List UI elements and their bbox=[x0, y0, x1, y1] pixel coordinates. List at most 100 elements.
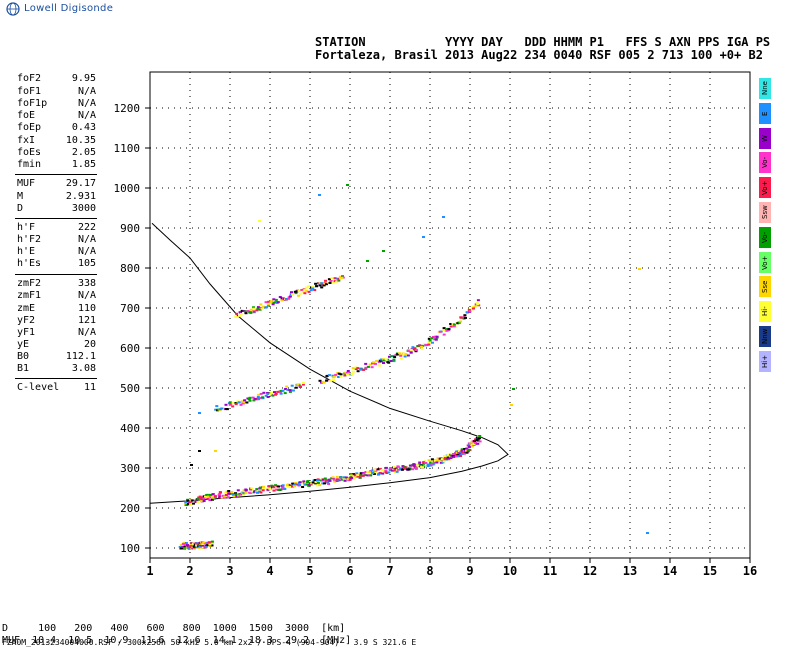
echo-point bbox=[191, 499, 195, 502]
echo-point bbox=[335, 280, 339, 283]
echo-point bbox=[457, 451, 461, 454]
x-tick-label: 4 bbox=[266, 564, 273, 578]
echo-point bbox=[232, 493, 235, 495]
echo-point bbox=[313, 289, 317, 292]
echo-point bbox=[337, 279, 341, 282]
param-row: fxI 10.35 bbox=[17, 135, 96, 147]
echo-point bbox=[356, 475, 360, 478]
echo-point bbox=[229, 402, 233, 405]
echo-point bbox=[464, 316, 467, 319]
echo-point bbox=[362, 472, 366, 475]
param-name: D bbox=[17, 203, 24, 214]
echo-point bbox=[240, 400, 244, 403]
echo-point bbox=[390, 469, 394, 472]
echo-point bbox=[198, 412, 201, 414]
echo-point bbox=[201, 546, 205, 549]
echo-point bbox=[466, 311, 469, 314]
echo-point bbox=[459, 320, 463, 323]
param-row: M 2.931 bbox=[17, 191, 96, 203]
echo-point bbox=[452, 453, 456, 455]
echo-point bbox=[222, 496, 226, 499]
y-tick-label: 1100 bbox=[114, 142, 141, 155]
echo-point bbox=[430, 337, 434, 340]
echo-point bbox=[276, 390, 280, 393]
echo-point bbox=[216, 408, 220, 411]
legend-swatch: W bbox=[759, 127, 771, 149]
echo-point bbox=[231, 402, 235, 405]
lowell-logo: Lowell Digisonde bbox=[6, 2, 156, 18]
echo-point bbox=[244, 310, 248, 313]
echo-point bbox=[208, 498, 212, 501]
echo-point bbox=[258, 220, 261, 222]
echo-point bbox=[413, 348, 417, 351]
echo-point bbox=[278, 391, 282, 393]
echo-point bbox=[382, 250, 385, 252]
echo-point bbox=[356, 370, 360, 373]
echo-point bbox=[225, 490, 229, 493]
echo-point bbox=[301, 486, 305, 488]
echo-point bbox=[253, 490, 256, 493]
echo-point bbox=[226, 496, 230, 499]
echo-point bbox=[214, 450, 217, 452]
echo-point bbox=[467, 309, 471, 311]
echo-point bbox=[311, 481, 315, 484]
echo-point bbox=[430, 458, 434, 461]
echo-point bbox=[450, 452, 454, 455]
param-row: D 3000 bbox=[17, 203, 96, 215]
echo-point bbox=[465, 451, 469, 454]
param-name: foE bbox=[17, 110, 36, 121]
echo-point bbox=[384, 466, 388, 469]
echo-point bbox=[285, 385, 289, 388]
echo-point bbox=[234, 402, 238, 404]
echo-point bbox=[311, 286, 315, 288]
echo-point bbox=[442, 216, 445, 218]
echo-point bbox=[333, 479, 337, 482]
echo-point bbox=[283, 488, 287, 490]
echo-point bbox=[474, 442, 478, 444]
legend-label: Vo+ bbox=[761, 180, 769, 195]
echo-point bbox=[264, 301, 268, 304]
echo-point bbox=[373, 468, 377, 471]
echo-point bbox=[270, 391, 274, 394]
param-name: zmF1 bbox=[17, 290, 42, 301]
echo-point bbox=[297, 290, 301, 292]
echo-point bbox=[247, 398, 251, 400]
echo-point bbox=[280, 299, 284, 302]
echo-point bbox=[368, 471, 372, 474]
echo-point bbox=[378, 364, 381, 367]
echo-point bbox=[239, 312, 243, 315]
echo-point bbox=[281, 486, 285, 489]
echo-point bbox=[460, 448, 464, 451]
param-value: 110 bbox=[77, 303, 96, 314]
echo-point bbox=[426, 465, 430, 467]
echo-point bbox=[340, 478, 344, 481]
echo-point bbox=[259, 397, 263, 399]
echo-point bbox=[343, 479, 347, 482]
echo-point bbox=[399, 357, 403, 360]
echo-point bbox=[463, 448, 467, 450]
echo-point bbox=[393, 468, 397, 471]
echo-point bbox=[476, 303, 480, 306]
echo-point bbox=[460, 453, 464, 455]
param-separator bbox=[15, 274, 97, 275]
param-name: MUF bbox=[17, 178, 36, 189]
echo-point bbox=[402, 467, 406, 469]
echo-point bbox=[272, 301, 276, 304]
echo-point bbox=[258, 308, 262, 311]
echo-point bbox=[352, 473, 356, 476]
echo-point bbox=[440, 458, 444, 461]
echo-point bbox=[273, 391, 276, 394]
echo-point bbox=[324, 279, 327, 282]
echo-point bbox=[213, 496, 217, 499]
echo-point bbox=[435, 461, 439, 464]
echo-point bbox=[350, 474, 354, 477]
echo-point bbox=[475, 302, 479, 305]
echo-point bbox=[184, 501, 188, 504]
logo-text: Lowell Digisonde bbox=[24, 3, 114, 14]
echo-point bbox=[294, 292, 298, 295]
echo-point bbox=[262, 305, 266, 308]
x-tick-label: 9 bbox=[466, 564, 473, 578]
echo-point bbox=[346, 370, 350, 372]
echo-point bbox=[374, 362, 377, 365]
echo-point bbox=[291, 482, 295, 485]
